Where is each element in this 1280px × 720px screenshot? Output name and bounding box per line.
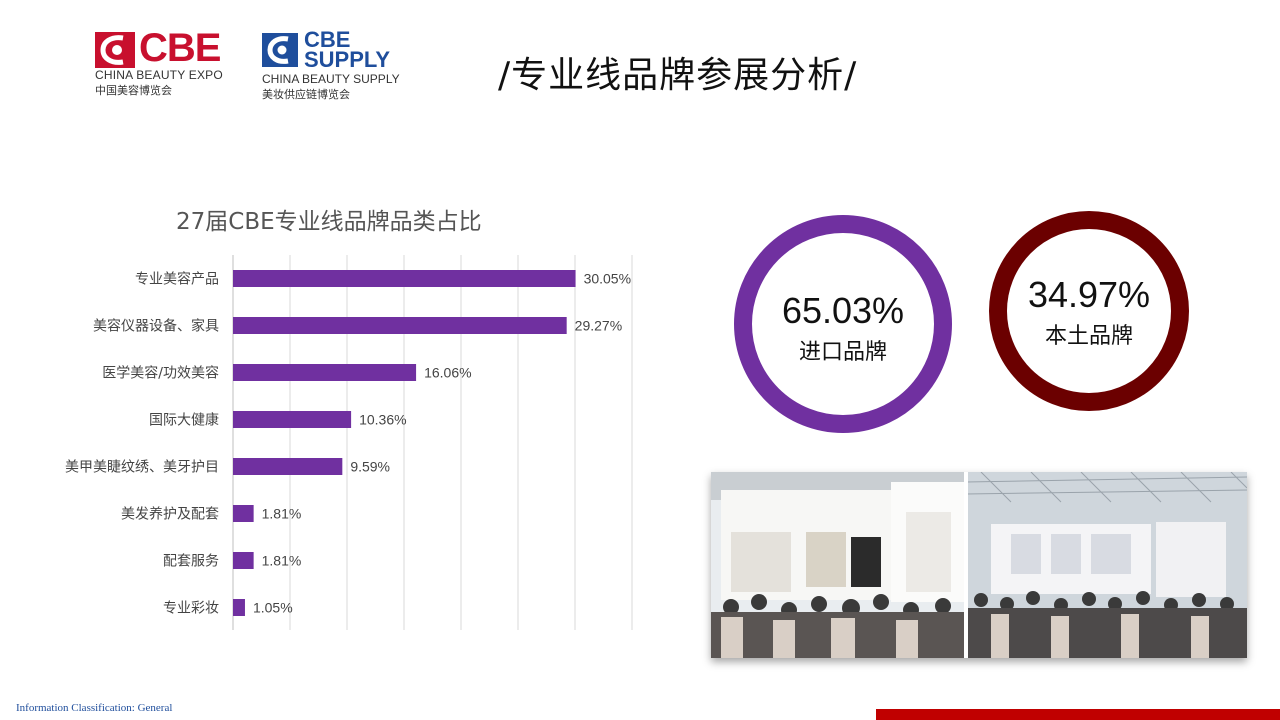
donut-local-label: 本土品牌	[1044, 324, 1133, 349]
cbe-logo: CBE CHINA BEAUTY EXPO 中国美容博览会	[95, 26, 225, 98]
category-label: 专业彩妆	[163, 601, 219, 617]
category-label: 国际大健康	[149, 412, 219, 429]
data-label: 1.81%	[262, 506, 302, 522]
data-label: 16.06%	[424, 365, 471, 381]
category-label: 专业美容产品	[135, 271, 219, 288]
bar-chart-title: 27届CBE专业线品牌品类占比	[176, 209, 482, 235]
data-label: 1.05%	[253, 600, 293, 616]
cbe-chinese-name: 中国美容博览会	[95, 84, 172, 97]
category-label: 配套服务	[163, 554, 219, 570]
cbe-brand-text: CBE	[139, 26, 221, 70]
bar	[233, 411, 352, 428]
classification-label: Information Classification: General	[16, 702, 173, 714]
bar	[233, 270, 576, 287]
data-label: 29.27%	[575, 318, 622, 334]
bar	[233, 552, 254, 569]
data-label: 30.05%	[584, 271, 631, 287]
data-label: 10.36%	[359, 412, 406, 428]
cbe-english-name: CHINA BEAUTY EXPO	[95, 68, 223, 82]
cbe-supply-logo-icon	[262, 33, 298, 67]
cbe-logo-icon	[95, 32, 135, 68]
donut-import-ring	[734, 215, 952, 433]
category-label: 美甲美睫纹绣、美牙护目	[65, 460, 219, 476]
donut-local-percent: 34.97%	[1027, 274, 1151, 315]
bar-chart: 专业美容产品 30.05% 美容仪器设备、家具 29.27% 医学美容/功效美容 16.0…	[65, 255, 633, 630]
exhibition-photo	[711, 472, 1247, 658]
donut-import: 65.03% 进口品牌	[733, 214, 953, 434]
bar	[233, 505, 254, 522]
footer-accent-bar	[876, 709, 1280, 720]
cbe-supply-logo: CBE SUPPLY CHINA BEAUTY SUPPLY 美妆供应链博览会	[262, 27, 400, 101]
donut-local: 34.97% 本土品牌	[988, 210, 1190, 412]
donut-local-ring	[989, 211, 1189, 411]
category-label: 医学美容/功效美容	[102, 365, 219, 382]
bar	[233, 317, 567, 334]
donut-slice	[734, 215, 952, 433]
supply-brand-line2: SUPPLY	[304, 47, 391, 72]
supply-chinese-name: 美妆供应链博览会	[262, 88, 350, 101]
data-label: 9.59%	[350, 459, 390, 475]
donut-import-percent: 65.03%	[781, 290, 905, 331]
bar	[233, 458, 343, 475]
category-label: 美发养护及配套	[121, 507, 219, 523]
donut-slice	[989, 211, 1189, 411]
category-label: 美容仪器设备、家具	[93, 318, 219, 335]
supply-english-name: CHINA BEAUTY SUPPLY	[262, 72, 400, 86]
data-label: 1.81%	[262, 553, 302, 569]
supply-brand-line1: CBE	[304, 27, 351, 52]
bar	[233, 599, 245, 616]
bar	[233, 364, 417, 381]
page-title: /专业线品牌参展分析/	[498, 55, 858, 96]
donut-import-label: 进口品牌	[798, 340, 887, 365]
